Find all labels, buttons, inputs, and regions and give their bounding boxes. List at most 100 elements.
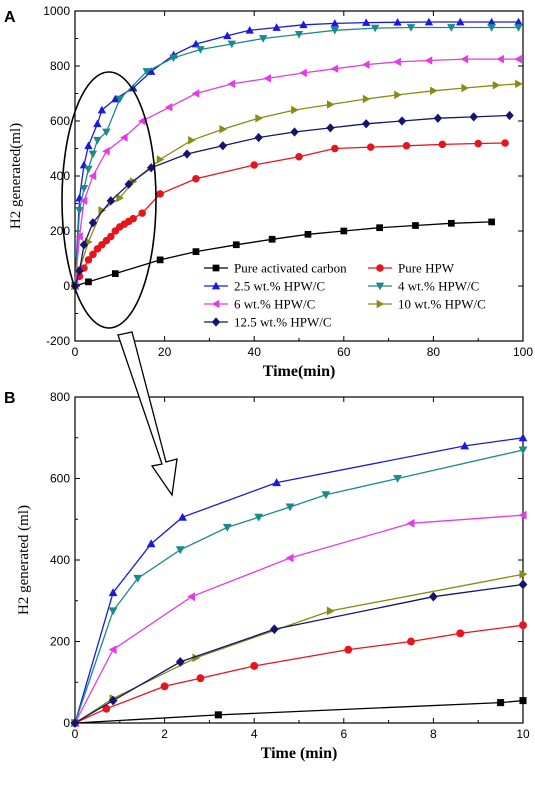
x-tick-label: 0 <box>72 727 79 741</box>
data-point <box>291 105 299 115</box>
data-point <box>424 17 434 26</box>
data-point <box>326 606 335 616</box>
data-point <box>438 140 447 149</box>
data-point <box>129 83 138 92</box>
data-point <box>469 112 478 122</box>
data-point <box>254 513 264 522</box>
legend-label: 6 wt.% HPW/C <box>234 297 315 312</box>
series <box>70 510 527 728</box>
legend-marker <box>375 282 385 291</box>
data-point <box>394 90 402 100</box>
x-tick-label: 100 <box>513 345 533 359</box>
data-point <box>156 256 164 264</box>
data-point <box>290 127 299 137</box>
data-point <box>146 539 156 548</box>
data-point <box>116 193 124 203</box>
data-point <box>393 474 402 483</box>
y-tick-label: 800 <box>50 390 70 404</box>
data-point <box>330 26 340 35</box>
legend-marker <box>376 299 385 309</box>
series <box>71 79 523 291</box>
data-point <box>250 661 259 670</box>
data-point <box>250 161 258 169</box>
data-point <box>232 241 240 249</box>
data-point <box>285 503 295 512</box>
data-point <box>456 629 465 638</box>
series-line <box>74 624 524 724</box>
data-point <box>406 24 416 32</box>
data-point <box>160 682 169 691</box>
data-point <box>106 196 116 206</box>
data-point <box>192 174 200 183</box>
legend-label: 10 wt.% HPW/C <box>398 297 486 312</box>
data-point <box>330 19 340 27</box>
data-point <box>515 79 523 89</box>
y-tick-label: 400 <box>50 553 70 567</box>
data-point <box>397 116 407 126</box>
data-point <box>376 224 383 232</box>
legend-marker <box>211 299 220 309</box>
data-point <box>108 695 118 706</box>
data-point <box>108 607 118 616</box>
data-point <box>196 46 205 54</box>
data-point <box>255 114 263 123</box>
legend-marker <box>211 317 221 327</box>
data-point <box>429 591 438 602</box>
y-tick-label: 1000 <box>43 4 70 18</box>
data-point <box>93 119 102 128</box>
data-point <box>492 81 501 90</box>
data-point <box>124 179 133 189</box>
data-point <box>501 139 509 147</box>
data-point <box>187 592 195 602</box>
data-point <box>70 718 80 728</box>
data-point <box>412 222 419 229</box>
y-tick-label: 800 <box>50 59 70 73</box>
data-point <box>115 95 124 104</box>
data-point <box>79 185 89 193</box>
data-point <box>514 24 523 32</box>
data-point <box>89 250 97 259</box>
data-point <box>362 60 370 69</box>
data-point <box>146 67 156 75</box>
series-line <box>74 449 524 724</box>
series-line <box>74 58 519 287</box>
x-axis-label: Time (min) <box>261 745 338 762</box>
data-point <box>496 54 504 64</box>
data-point <box>245 26 254 34</box>
data-point <box>146 163 156 173</box>
data-point <box>331 144 339 153</box>
data-point <box>514 54 522 64</box>
series-line <box>74 699 524 724</box>
data-point <box>393 18 402 26</box>
panel-a: A 0 20 40 60 80 100-20002004006008001000Time(… <box>4 4 533 380</box>
data-point <box>218 141 228 151</box>
x-tick-label: 8 <box>430 727 437 741</box>
data-point <box>196 674 205 683</box>
data-point <box>340 227 348 235</box>
data-point <box>344 645 353 654</box>
data-point <box>188 136 196 145</box>
data-point <box>519 697 527 705</box>
data-point <box>102 128 111 137</box>
data-point <box>107 232 115 241</box>
data-point <box>182 149 192 159</box>
data-point <box>461 83 469 93</box>
series-line <box>74 583 524 724</box>
data-point <box>330 64 339 73</box>
data-point <box>460 54 469 64</box>
data-point <box>268 235 276 243</box>
data-point <box>362 119 371 129</box>
data-point <box>88 171 97 181</box>
data-point <box>214 711 222 719</box>
panel-b: B 0 2 4 6 8 10 0 200 400 600 800 Time (min) H2 gener… <box>4 390 530 762</box>
data-point <box>191 39 201 48</box>
x-tick-label: 2 <box>161 727 168 741</box>
data-point <box>102 147 110 156</box>
x-tick-label: 6 <box>340 727 347 741</box>
y-tick-label: 0 <box>63 279 70 293</box>
data-point <box>93 136 102 145</box>
series <box>70 110 514 291</box>
data-point <box>263 74 271 83</box>
data-point <box>75 232 83 241</box>
data-point <box>84 256 93 264</box>
